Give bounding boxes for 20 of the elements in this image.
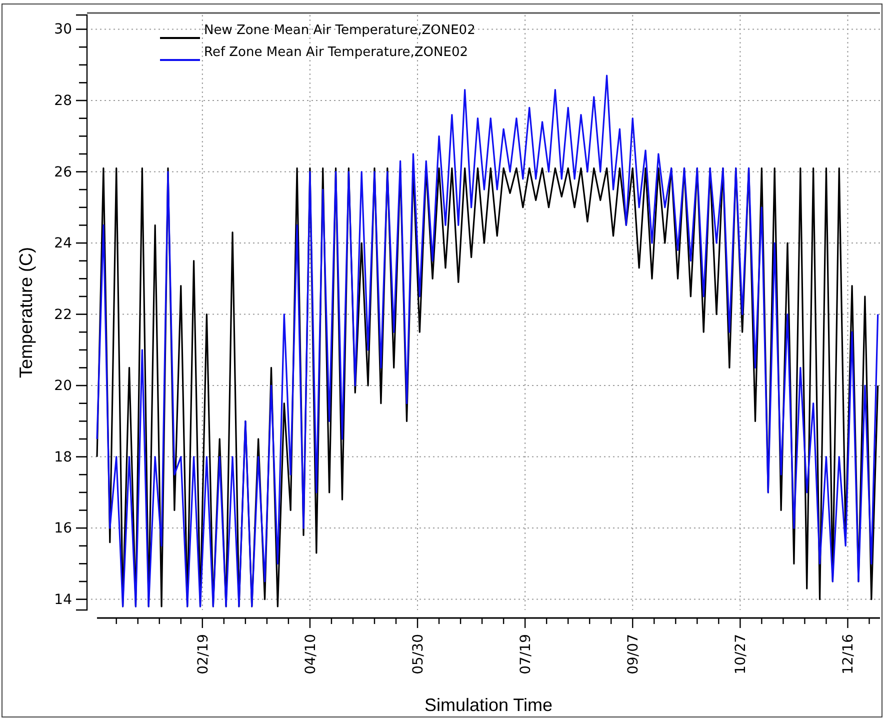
x-tick-label: 05/30 [410,634,426,674]
y-axis-title: Temperature (C) [16,246,36,378]
x-axis-title: Simulation Time [424,695,553,715]
y-tick-label: 16 [54,520,72,537]
y-tick-label: 14 [54,592,72,608]
x-tick-label: 10/27 [733,634,750,674]
x-tick-label: 04/10 [302,634,319,674]
y-tick-label: 28 [54,92,72,109]
y-tick-label: 18 [54,449,72,466]
y-tick-label: 24 [54,236,72,252]
x-tick-label: 02/19 [195,634,212,674]
x-tick-label: 12/16 [840,634,857,674]
legend-label: Ref Zone Mean Air Temperature,ZONE02 [204,45,468,60]
x-tick-label: 09/07 [626,634,642,674]
x-tick-label: 07/19 [518,634,534,674]
y-tick-label: 20 [54,378,72,394]
y-tick-label: 26 [54,164,72,180]
y-tick-label: 22 [54,306,72,323]
y-tick-label: 30 [54,22,72,38]
legend-label: New Zone Mean Air Temperature,ZONE02 [204,23,476,38]
